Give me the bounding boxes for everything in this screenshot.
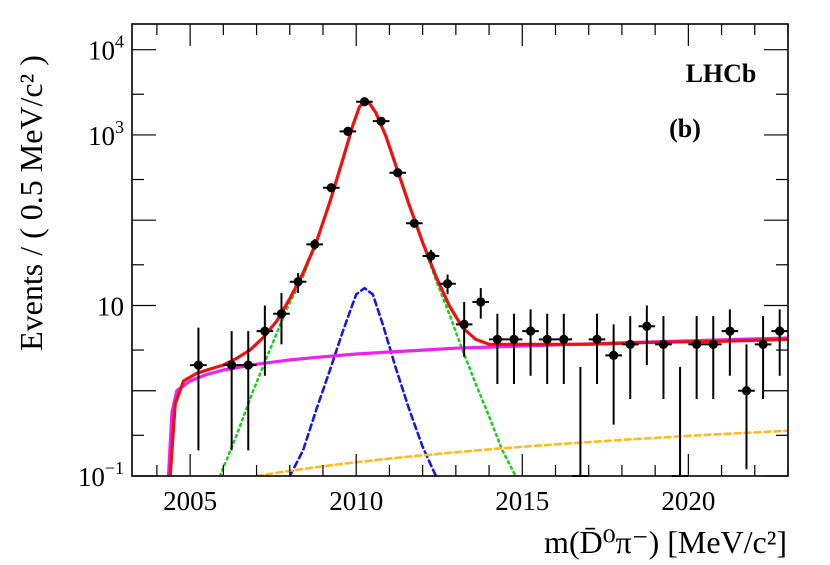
data-marker [725, 326, 735, 336]
data-point [489, 313, 506, 384]
data-marker [459, 319, 469, 329]
plot-frame [131, 23, 789, 477]
data-point [621, 316, 639, 399]
data-point [372, 116, 390, 126]
data-point [223, 331, 240, 451]
axis-ticks [132, 24, 789, 477]
data-point [704, 316, 722, 399]
y-tick-labels: 10−1 10 103 104 [78, 32, 124, 492]
data-point [688, 316, 705, 399]
x-tick-label: 2020 [661, 486, 715, 516]
data-point [555, 313, 573, 384]
data-marker [625, 339, 635, 349]
data-point [439, 274, 456, 295]
x-axis-title: m(D̄⁰π⁻) [MeV/c²] [544, 524, 787, 560]
data-marker [658, 339, 669, 349]
data-marker [609, 350, 619, 360]
data-marker [592, 334, 602, 344]
data-marker [260, 326, 270, 336]
curve-signal-d-narrow [218, 100, 517, 476]
data-point [289, 273, 307, 294]
y-axis-title: Events / ( 0.5 MeV/c² ) [13, 55, 49, 351]
data-point [605, 324, 622, 425]
data-marker [492, 334, 502, 344]
data-point [356, 97, 373, 107]
data-point [505, 313, 523, 384]
data-marker [741, 386, 752, 396]
data-point [655, 316, 672, 399]
data-point [273, 293, 290, 345]
experiment-label: LHCb [686, 59, 757, 88]
data-point [455, 301, 473, 357]
data-point [472, 288, 490, 319]
data-marker [409, 218, 419, 228]
data-marker [376, 116, 386, 126]
data-point [322, 183, 340, 193]
data-marker [393, 168, 403, 178]
data-marker [476, 297, 486, 307]
data-point [771, 309, 788, 376]
data-point [239, 331, 257, 451]
curve-signal-wide-component [288, 286, 438, 476]
data-point [538, 313, 556, 384]
y-tick-label: 103 [88, 117, 124, 151]
data-marker [758, 339, 768, 349]
data-marker [326, 183, 336, 193]
data-marker [426, 251, 436, 261]
data-point [306, 239, 323, 250]
x-tick-label: 2015 [495, 486, 549, 516]
curve-total-fit [168, 100, 788, 476]
data-marker [359, 97, 370, 107]
x-tick-labels: 2005 2010 2015 2020 [163, 486, 715, 516]
data-marker [343, 126, 353, 137]
data-point [422, 249, 440, 263]
data-point [671, 366, 689, 477]
data-point [638, 305, 656, 366]
data-marker [542, 334, 552, 344]
data-point [406, 218, 423, 228]
curve-other-background [255, 429, 788, 476]
data-marker [293, 277, 303, 287]
x-tick-label: 2010 [329, 486, 383, 516]
data-marker [692, 339, 702, 349]
fit-curves [166, 100, 788, 476]
curve-combinatorial-background [166, 336, 788, 476]
data-marker [708, 339, 718, 349]
data-marker [525, 326, 536, 336]
data-marker [509, 334, 519, 344]
data-marker [227, 360, 237, 370]
data-marker [642, 321, 652, 331]
y-tick-label: 104 [88, 32, 124, 66]
data-point [738, 344, 755, 470]
data-point [389, 168, 407, 178]
panel-label: (b) [669, 114, 701, 143]
x-tick-label: 2005 [163, 486, 217, 516]
data-point [754, 316, 772, 399]
data-point [588, 313, 606, 384]
data-marker [442, 279, 453, 289]
data-marker [243, 360, 253, 370]
data-point [256, 305, 274, 376]
data-marker [559, 334, 569, 344]
data-point [190, 327, 207, 451]
data-marker [310, 239, 320, 250]
data-point [721, 309, 739, 376]
y-tick-label: 10 [97, 291, 124, 321]
data-marker [193, 360, 204, 370]
data-point [572, 366, 589, 477]
y-tick-label: 10−1 [78, 458, 124, 492]
data-marker [276, 309, 287, 319]
data-point [339, 126, 357, 137]
data-point [522, 309, 539, 376]
data-marker [775, 326, 785, 336]
data-points [190, 97, 788, 477]
